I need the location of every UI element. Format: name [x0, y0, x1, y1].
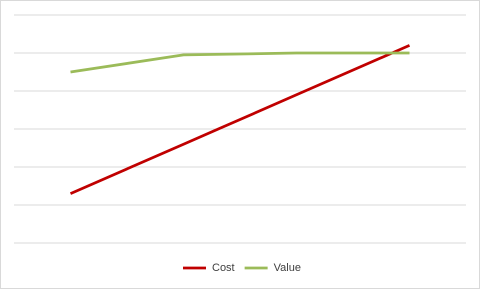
legend-label: Value	[274, 262, 301, 274]
line-series	[70, 51, 410, 74]
legend-label: Cost	[212, 262, 235, 274]
line-series	[69, 44, 411, 195]
